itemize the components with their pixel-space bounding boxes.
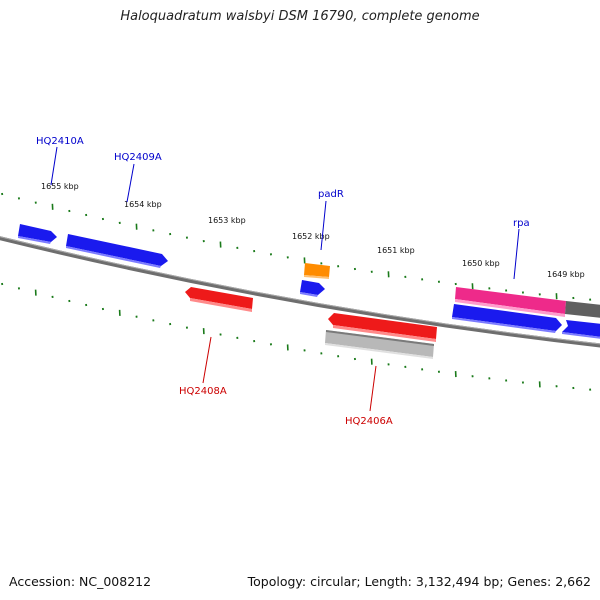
gene-hq2408a[interactable] <box>185 287 253 312</box>
gene-label-hq2408a[interactable]: HQ2408A <box>179 386 227 397</box>
gene-label-hq2410a[interactable]: HQ2410A <box>36 136 84 147</box>
gene-padr[interactable] <box>300 280 325 297</box>
gene-label-padr[interactable]: padR <box>318 189 344 200</box>
gene-hq2409a[interactable] <box>66 234 168 268</box>
ruler-label-1652: 1652 kbp <box>292 232 330 241</box>
gene-forward-b[interactable] <box>452 304 562 333</box>
ruler-label-1649: 1649 kbp <box>547 270 585 279</box>
ruler-label-1655: 1655 kbp <box>41 182 79 191</box>
forward-strand-genes <box>18 224 600 339</box>
ruler-label-1650: 1650 kbp <box>462 259 500 268</box>
ruler-label-1654: 1654 kbp <box>124 200 162 209</box>
genome-summary-text: Topology: circular; Length: 3,132,494 bp… <box>247 574 591 589</box>
ruler-label-1651: 1651 kbp <box>377 246 415 255</box>
gene-label-hq2409a[interactable]: HQ2409A <box>114 152 162 163</box>
gene-hq2406a-gray[interactable] <box>325 330 434 359</box>
inner-tick-track <box>1 282 592 391</box>
gene-labels: HQ2410A HQ2409A padR rpa HQ2408A HQ2406A <box>36 136 530 427</box>
gene-hq2406a[interactable] <box>328 313 437 342</box>
outer-tick-track <box>1 192 592 301</box>
map-title: Haloquadratum walsbyi DSM 16790, complet… <box>120 9 480 24</box>
ruler-label-1653: 1653 kbp <box>208 216 246 225</box>
gene-padr-rna[interactable] <box>304 263 330 279</box>
ruler-labels: 1655 kbp 1654 kbp 1653 kbp 1652 kbp 1651… <box>41 182 585 279</box>
gene-rpa[interactable] <box>455 287 600 318</box>
genome-backbone-highlight <box>0 236 600 345</box>
gene-forward-c[interactable] <box>562 320 600 339</box>
gene-label-hq2406a[interactable]: HQ2406A <box>345 416 393 427</box>
accession-text: Accession: NC_008212 <box>9 574 152 589</box>
label-leaders <box>50 146 520 412</box>
genome-backbone <box>0 236 600 348</box>
gene-label-rpa[interactable]: rpa <box>513 218 530 229</box>
gene-hq2410a[interactable] <box>18 224 57 244</box>
reverse-strand-genes <box>185 287 437 359</box>
